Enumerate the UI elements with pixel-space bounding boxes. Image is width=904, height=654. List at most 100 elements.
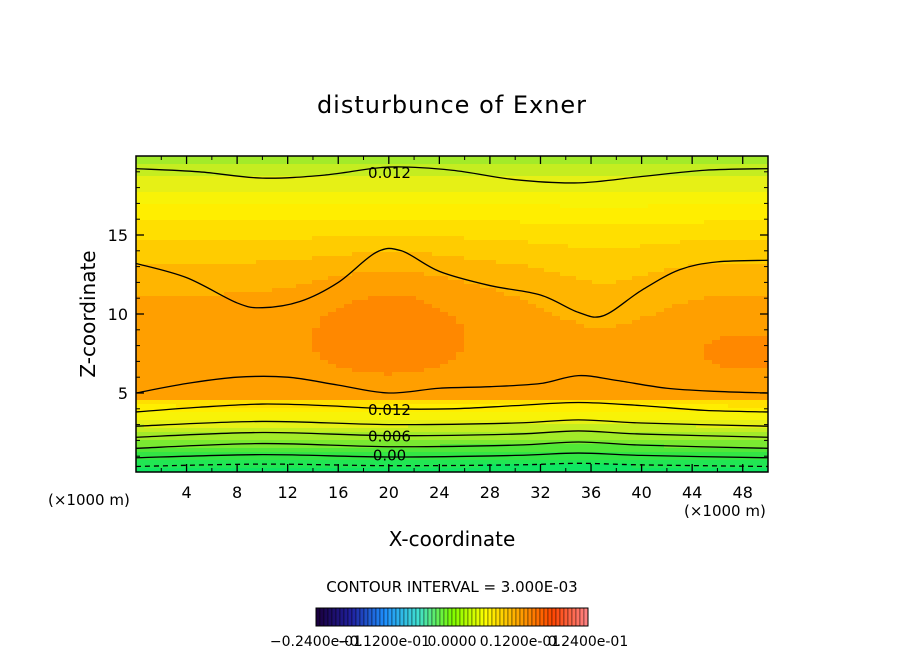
field-cell xyxy=(504,356,513,361)
field-cell xyxy=(352,276,361,281)
field-cell xyxy=(664,384,673,389)
field-cell xyxy=(528,196,537,201)
field-cell xyxy=(704,376,713,381)
field-cell xyxy=(296,368,305,373)
field-cell xyxy=(712,396,721,401)
field-cell xyxy=(144,184,153,189)
field-cell xyxy=(592,328,601,333)
field-cell xyxy=(144,240,153,245)
field-cell xyxy=(536,320,545,325)
field-cell xyxy=(624,364,633,369)
field-cell xyxy=(736,368,745,373)
field-cell xyxy=(760,324,768,329)
field-cell xyxy=(744,264,753,269)
field-cell xyxy=(520,316,529,321)
field-cell xyxy=(752,172,761,177)
field-cell xyxy=(296,304,305,309)
field-cell xyxy=(264,204,273,209)
field-cell xyxy=(264,396,273,401)
field-cell xyxy=(288,296,297,301)
field-cell xyxy=(136,376,145,381)
field-cell xyxy=(504,252,513,257)
field-cell xyxy=(240,360,249,365)
field-cell xyxy=(160,292,169,297)
field-cell xyxy=(280,404,289,409)
field-cell xyxy=(328,396,337,401)
field-cell xyxy=(680,332,689,337)
field-cell xyxy=(344,204,353,209)
field-cell xyxy=(608,372,617,377)
field-cell xyxy=(696,244,705,249)
field-cell xyxy=(200,288,209,293)
field-cell xyxy=(504,320,513,325)
field-cell xyxy=(336,380,345,385)
field-cell xyxy=(152,348,161,353)
field-cell xyxy=(368,368,377,373)
field-cell xyxy=(240,216,249,221)
field-cell xyxy=(208,272,217,277)
field-cell xyxy=(336,364,345,369)
field-cell xyxy=(744,292,753,297)
field-cell xyxy=(472,252,481,257)
field-cell xyxy=(352,360,361,365)
field-cell xyxy=(712,188,721,193)
field-cell xyxy=(520,256,529,261)
field-cell xyxy=(408,252,417,257)
field-cell xyxy=(704,244,713,249)
field-cell xyxy=(312,340,321,345)
field-cell xyxy=(376,196,385,201)
field-cell xyxy=(288,392,297,397)
field-cell xyxy=(520,180,529,185)
field-cell xyxy=(408,216,417,221)
field-cell xyxy=(744,360,753,365)
field-cell xyxy=(200,276,209,281)
field-cell xyxy=(640,156,649,161)
field-cell xyxy=(280,244,289,249)
field-cell xyxy=(752,300,761,305)
field-cell xyxy=(336,356,345,361)
field-cell xyxy=(712,316,721,321)
field-cell xyxy=(712,300,721,305)
field-cell xyxy=(408,364,417,369)
field-cell xyxy=(336,348,345,353)
field-cell xyxy=(656,188,665,193)
field-cell xyxy=(432,272,441,277)
field-cell xyxy=(600,196,609,201)
field-cell xyxy=(632,332,641,337)
field-cell xyxy=(272,248,281,253)
field-cell xyxy=(344,292,353,297)
field-cell xyxy=(256,272,265,277)
field-cell xyxy=(144,212,153,217)
field-cell xyxy=(600,320,609,325)
field-cell xyxy=(368,240,377,245)
field-cell xyxy=(480,280,489,285)
field-cell xyxy=(640,184,649,189)
field-cell xyxy=(656,300,665,305)
field-cell xyxy=(592,316,601,321)
field-cell xyxy=(688,236,697,241)
field-cell xyxy=(408,168,417,173)
field-cell xyxy=(488,268,497,273)
field-cell xyxy=(360,320,369,325)
field-cell xyxy=(240,328,249,333)
field-cell xyxy=(336,236,345,241)
field-cell xyxy=(544,212,553,217)
field-cell xyxy=(352,336,361,341)
field-cell xyxy=(624,292,633,297)
field-cell xyxy=(208,248,217,253)
field-cell xyxy=(568,344,577,349)
field-cell xyxy=(384,240,393,245)
field-cell xyxy=(160,380,169,385)
field-cell xyxy=(696,324,705,329)
field-cell xyxy=(192,304,201,309)
field-cell xyxy=(752,268,761,273)
field-cell xyxy=(640,392,649,397)
field-cell xyxy=(312,388,321,393)
field-cell xyxy=(520,384,529,389)
field-cell xyxy=(616,340,625,345)
field-cell xyxy=(328,164,337,169)
field-cell xyxy=(464,332,473,337)
field-cell xyxy=(568,244,577,249)
field-cell xyxy=(608,164,617,169)
field-cell xyxy=(320,368,329,373)
